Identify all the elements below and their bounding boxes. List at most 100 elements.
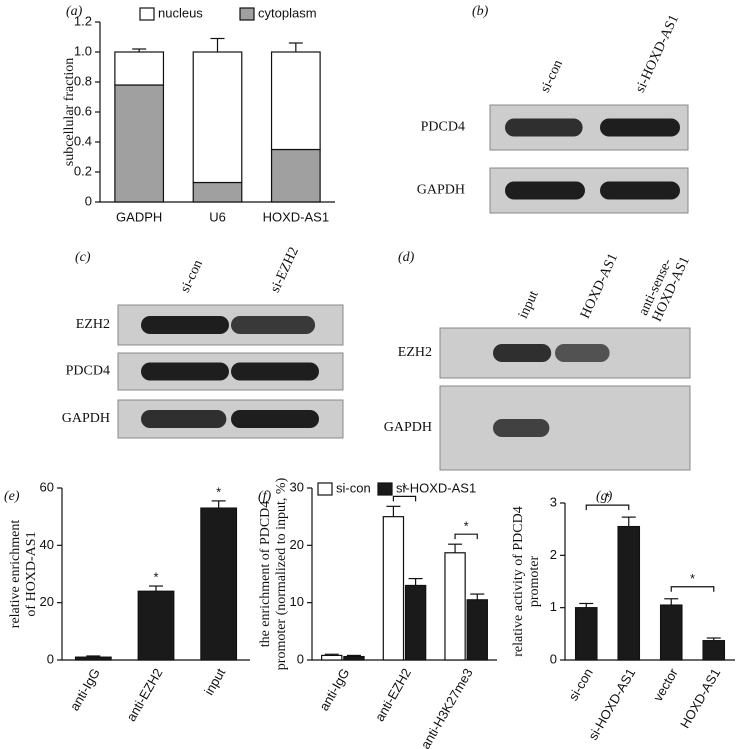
legend-swatch xyxy=(377,482,393,496)
y-tick-label: 2 xyxy=(550,547,557,562)
significance-star: * xyxy=(605,490,610,505)
blot-band xyxy=(493,344,552,362)
y-axis-label: relative activity of PDCD4 xyxy=(511,506,526,656)
significance-bracket xyxy=(454,533,478,540)
x-tick-label: U6 xyxy=(209,209,226,224)
bar xyxy=(617,525,641,661)
legend-label: si-con xyxy=(336,480,371,495)
y-axis-label: promoter (normalized to input, %) xyxy=(274,477,289,670)
y-tick-label: 1.0 xyxy=(74,43,92,58)
x-tick-label: HOXD-AS1 xyxy=(263,209,329,224)
blot-row-label: EZH2 xyxy=(398,345,432,360)
y-tick-label: 0 xyxy=(550,651,557,666)
y-tick-label: 10 xyxy=(290,594,304,609)
blot-lane-label: si-con xyxy=(178,258,206,295)
blot-strip xyxy=(439,385,691,471)
x-tick-label: anti-EZH2 xyxy=(123,666,165,724)
blot-row-label: PDCD4 xyxy=(421,120,465,135)
y-tick-label: 1 xyxy=(550,599,557,614)
blot-band xyxy=(505,118,583,137)
significance-bracket xyxy=(585,504,630,511)
y-tick-label: 20 xyxy=(290,537,304,552)
x-tick-label: anti-EZH2 xyxy=(372,666,414,724)
panel-label: (d) xyxy=(398,250,415,265)
y-tick-label: 20 xyxy=(40,594,54,609)
bar xyxy=(404,584,427,661)
blot-lane-label: si-HOXD-AS1 xyxy=(633,13,682,95)
bar xyxy=(343,655,365,661)
significance-star: * xyxy=(464,519,469,534)
bar-segment xyxy=(192,181,243,203)
y-tick-label: 0 xyxy=(85,193,92,208)
x-tick-label: si-con xyxy=(565,666,595,704)
bar xyxy=(200,507,238,661)
legend-label: nucleus xyxy=(158,5,203,20)
blot-band xyxy=(141,410,227,428)
y-tick-label: 0 xyxy=(297,651,304,666)
x-tick-label: vector xyxy=(650,665,681,704)
bar xyxy=(574,607,598,661)
y-tick-label: 0.8 xyxy=(74,73,92,88)
significance-bracket xyxy=(670,586,715,592)
significance-star: * xyxy=(216,484,221,499)
panel-label: (b) xyxy=(472,4,489,19)
bar xyxy=(74,656,112,661)
x-tick-label: input xyxy=(201,665,228,697)
panel-label: (g) xyxy=(596,489,613,504)
y-tick-label: 3 xyxy=(550,494,557,509)
y-axis-label: the enrichment of PDCD4 xyxy=(258,501,273,648)
bar xyxy=(137,590,175,661)
legend-label: cytoplasm xyxy=(258,5,317,20)
y-tick-label: 0.6 xyxy=(74,103,92,118)
bar-segment xyxy=(114,84,165,203)
bar-segment xyxy=(270,51,321,151)
x-tick-label: anti-H3K27me3 xyxy=(418,666,476,749)
y-tick-label: 30 xyxy=(290,479,304,494)
blot-band xyxy=(231,362,319,381)
significance-star: * xyxy=(402,481,407,496)
y-axis-label: relative enrichment xyxy=(8,520,23,629)
x-tick-label: anti-IgG xyxy=(67,666,103,714)
blot-band xyxy=(141,362,229,381)
bar xyxy=(321,654,343,661)
blot-lane-label: si-con xyxy=(538,58,566,95)
panel-label: (a) xyxy=(66,4,83,19)
x-tick-label: HOXD-AS1 xyxy=(677,666,723,731)
blot-row-label: EZH2 xyxy=(76,317,110,332)
blot-lane-label: HOXD-AS1 xyxy=(578,251,621,321)
x-tick-label: anti-IgG xyxy=(316,666,352,714)
significance-star: * xyxy=(153,569,158,584)
blot-band xyxy=(231,316,316,334)
significance-star: * xyxy=(690,571,695,586)
panel-label: (c) xyxy=(75,250,91,265)
blot-row-label: GAPDH xyxy=(384,420,432,435)
blot-lane-label: si-EZH2 xyxy=(268,245,302,295)
y-tick-label: 40 xyxy=(40,537,54,552)
y-axis-label: subcellular fraction xyxy=(62,58,77,166)
legend-label: si-HOXD-AS1 xyxy=(396,480,476,495)
blot-band xyxy=(231,410,319,428)
bar xyxy=(466,599,488,661)
significance-bracket xyxy=(392,495,417,502)
bar-segment xyxy=(270,148,321,203)
y-tick-label: 0.4 xyxy=(74,133,92,148)
bar xyxy=(382,516,405,661)
bar-segment xyxy=(114,51,165,86)
bar-segment xyxy=(192,51,243,184)
blot-band xyxy=(493,419,550,437)
blot-band xyxy=(141,316,229,334)
bar xyxy=(659,604,683,661)
panel-label: (e) xyxy=(4,489,20,504)
legend-swatch xyxy=(317,482,333,496)
y-axis-label: of HOXD-AS1 xyxy=(24,531,39,616)
panel-label: (f) xyxy=(258,489,272,504)
y-axis-label: promoter xyxy=(527,556,542,608)
blot-band xyxy=(600,118,680,137)
blot-row-label: PDCD4 xyxy=(66,364,110,379)
blot-row-label: GAPDH xyxy=(62,411,110,426)
bar xyxy=(702,640,726,661)
blot-band xyxy=(600,181,680,200)
y-tick-label: 0 xyxy=(47,651,54,666)
x-tick-label: GADPH xyxy=(116,209,162,224)
